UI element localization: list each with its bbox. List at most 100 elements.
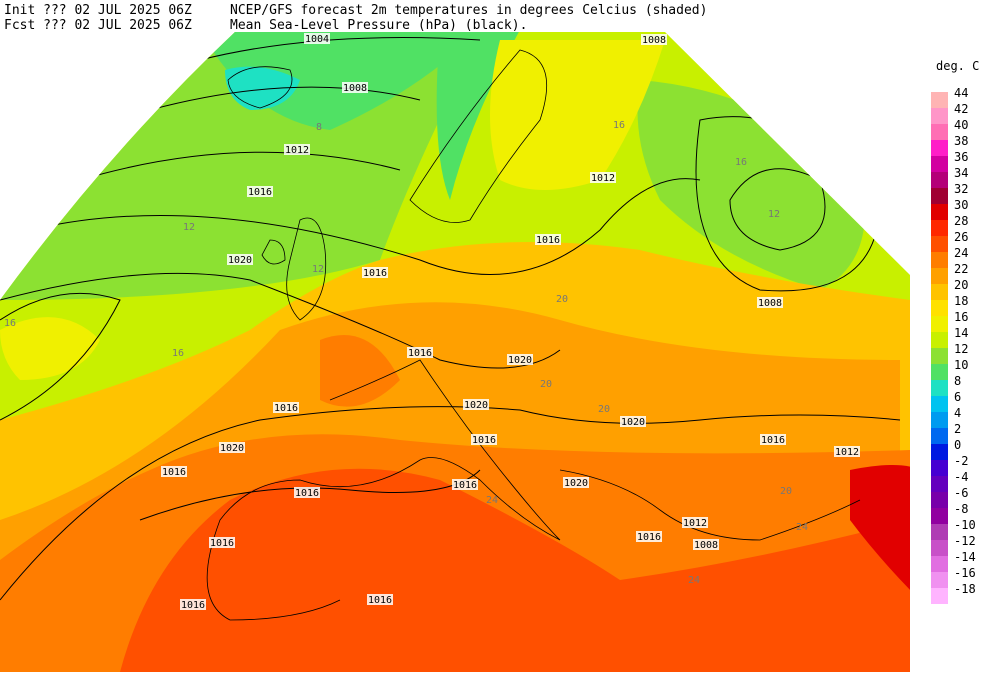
temperature-label: 24 xyxy=(688,575,700,586)
temperature-label: 24 xyxy=(796,522,808,533)
isobar-label: 1020 xyxy=(564,478,588,489)
isobar-label-bg xyxy=(273,402,299,413)
isobar-label-bg xyxy=(342,82,368,93)
temperature-label: 20 xyxy=(598,404,610,415)
temperature-label: 20 xyxy=(556,294,568,305)
isobar-label: 1020 xyxy=(220,443,244,454)
temperature-label: 12 xyxy=(183,222,195,233)
temperature-label: 8 xyxy=(316,122,322,133)
legend-label: -12 xyxy=(954,534,976,548)
legend-swatch xyxy=(931,476,948,492)
isobar-label-bg xyxy=(209,537,235,548)
isobar-label-bg xyxy=(367,594,393,605)
isobar-label: 1016 xyxy=(295,488,319,499)
legend-label: 20 xyxy=(954,278,968,292)
legend-swatch xyxy=(931,556,948,572)
isobar-label: 1020 xyxy=(621,417,645,428)
isobar-label: 1012 xyxy=(285,145,309,156)
isobar-label: 1016 xyxy=(363,268,387,279)
legend-label: -10 xyxy=(954,518,976,532)
legend-swatch xyxy=(931,300,948,316)
legend-label: 34 xyxy=(954,166,968,180)
legend-swatch xyxy=(931,220,948,236)
legend-label: 32 xyxy=(954,182,968,196)
legend-swatch xyxy=(931,156,948,172)
isobar-label: 1012 xyxy=(591,173,615,184)
isobar-label: 1008 xyxy=(642,35,666,46)
legend-swatch xyxy=(931,172,948,188)
legend-swatch xyxy=(931,284,948,300)
legend-label: -6 xyxy=(954,486,968,500)
legend-swatch xyxy=(931,108,948,124)
isobar-label: 1016 xyxy=(368,595,392,606)
isobar-label: 1016 xyxy=(181,600,205,611)
legend-label: -16 xyxy=(954,566,976,580)
legend-label: -2 xyxy=(954,454,968,468)
legend-label: -14 xyxy=(954,550,976,564)
isobar-label-bg xyxy=(294,487,320,498)
legend-label: 8 xyxy=(954,374,961,388)
init-text: Init ??? 02 JUL 2025 06Z xyxy=(4,3,192,18)
isobar-label-bg xyxy=(563,477,589,488)
legend-label: 28 xyxy=(954,214,968,228)
legend-label: 10 xyxy=(954,358,968,372)
legend-label: 12 xyxy=(954,342,968,356)
isobar-label-bg xyxy=(834,446,860,457)
isobar-label-bg xyxy=(535,234,561,245)
isobar-label-bg xyxy=(161,466,187,477)
isobar-label: 1004 xyxy=(305,34,329,45)
isobar-label: 1016 xyxy=(472,435,496,446)
legend-label: 6 xyxy=(954,390,961,404)
isobar-label: 1012 xyxy=(683,518,707,529)
isobar-label-bg xyxy=(760,434,786,445)
isobar-label: 1008 xyxy=(758,298,782,309)
legend-swatch xyxy=(931,540,948,556)
legend-label: 14 xyxy=(954,326,968,340)
legend-swatch xyxy=(931,140,948,156)
isobars xyxy=(0,37,901,601)
legend-swatch xyxy=(931,508,948,524)
legend-swatch xyxy=(931,524,948,540)
temperature-field xyxy=(0,32,910,672)
temperature-label: 12 xyxy=(768,209,780,220)
map-title: NCEP/GFS forecast 2m temperatures in deg… xyxy=(230,3,707,18)
isobar-label-bg xyxy=(247,186,273,197)
legend-label: 4 xyxy=(954,406,961,420)
isobar-label: 1016 xyxy=(408,348,432,359)
isobar-label: 1016 xyxy=(162,467,186,478)
temperature-label: 20 xyxy=(780,486,792,497)
temperature-label: 16 xyxy=(172,348,184,359)
legend-swatch xyxy=(931,444,948,460)
map-subtitle: Mean Sea-Level Pressure (hPa) (black). xyxy=(230,18,527,33)
legend-swatch xyxy=(931,92,948,108)
legend-label: 22 xyxy=(954,262,968,276)
legend-swatch xyxy=(931,412,948,428)
isobar-label: 1016 xyxy=(761,435,785,446)
legend-swatch xyxy=(931,332,948,348)
legend-swatch xyxy=(931,572,948,588)
isobar-label-bg xyxy=(219,442,245,453)
legend-label: 26 xyxy=(954,230,968,244)
legend-swatch xyxy=(931,380,948,396)
temperature-label: 16 xyxy=(735,157,747,168)
isobar-label-bg xyxy=(463,399,489,410)
legend-swatch xyxy=(931,348,948,364)
isobar-label: 1016 xyxy=(453,480,477,491)
isobar-label-bg xyxy=(284,144,310,155)
legend-label: 42 xyxy=(954,102,968,116)
legend-label: 2 xyxy=(954,422,961,436)
temperature-label: 24 xyxy=(486,495,498,506)
isobar-label: 1008 xyxy=(343,83,367,94)
legend-swatch xyxy=(931,268,948,284)
isobar-label-bg xyxy=(757,297,783,308)
legend-label: 16 xyxy=(954,310,968,324)
legend-label: -4 xyxy=(954,470,968,484)
isobar-label-bg xyxy=(636,531,662,542)
isobar-label: 1016 xyxy=(637,532,661,543)
fcst-text: Fcst ??? 02 JUL 2025 06Z xyxy=(4,18,192,33)
isobar-label-bg xyxy=(227,254,253,265)
isobar-label: 1020 xyxy=(464,400,488,411)
legend-label: 44 xyxy=(954,86,968,100)
legend-label: 0 xyxy=(954,438,961,452)
isobar-label-bg xyxy=(641,34,667,45)
